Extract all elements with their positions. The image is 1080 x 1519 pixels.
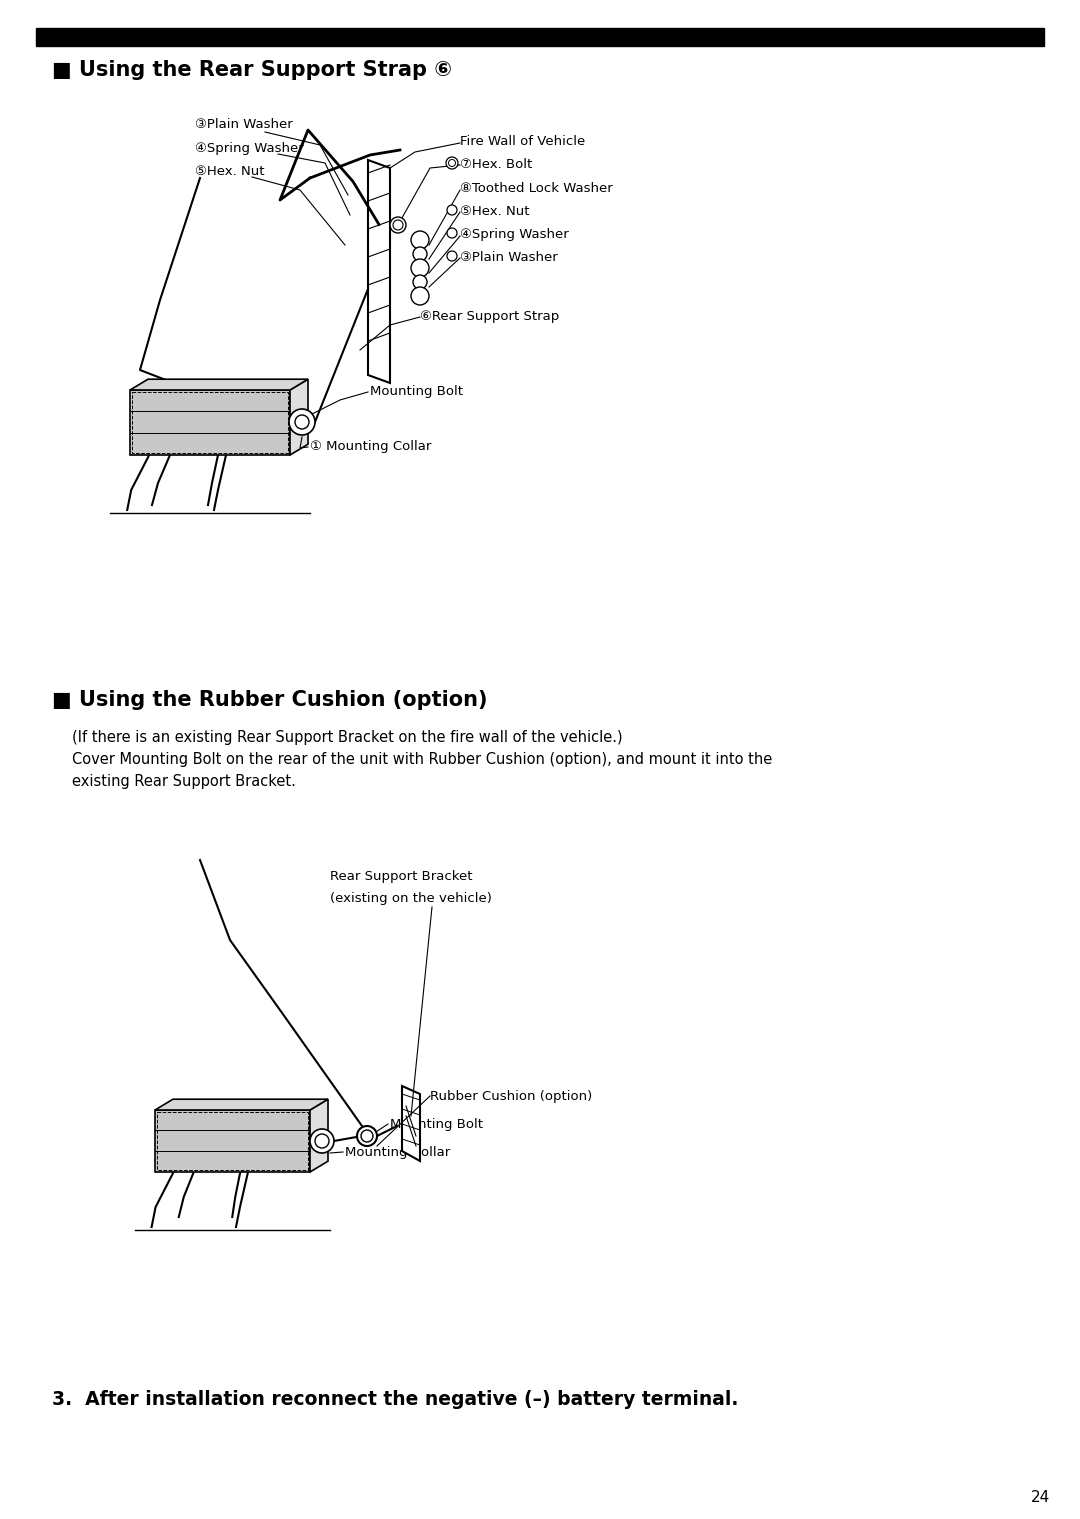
Circle shape	[447, 251, 457, 261]
Circle shape	[446, 156, 458, 169]
Text: existing Rear Support Bracket.: existing Rear Support Bracket.	[72, 775, 296, 788]
Text: ④Spring Washer: ④Spring Washer	[195, 141, 303, 155]
Text: Rubber Cushion (option): Rubber Cushion (option)	[430, 1091, 592, 1103]
Text: ⑧Toothed Lock Washer: ⑧Toothed Lock Washer	[460, 182, 612, 194]
Circle shape	[447, 228, 457, 238]
Text: ⑦Hex. Bolt: ⑦Hex. Bolt	[460, 158, 532, 172]
Circle shape	[393, 220, 403, 229]
Text: ④Spring Washer: ④Spring Washer	[460, 228, 569, 242]
Polygon shape	[402, 1086, 420, 1161]
Text: ③Plain Washer: ③Plain Washer	[195, 118, 293, 131]
Text: ■ Using the Rear Support Strap ⑥: ■ Using the Rear Support Strap ⑥	[52, 59, 451, 81]
Circle shape	[411, 287, 429, 305]
Circle shape	[448, 159, 456, 167]
Text: Mounting Bolt: Mounting Bolt	[390, 1118, 483, 1132]
Circle shape	[413, 248, 427, 261]
Text: ⑤Hex. Nut: ⑤Hex. Nut	[460, 205, 529, 219]
Circle shape	[289, 409, 315, 434]
Bar	[156, 1110, 310, 1173]
Circle shape	[361, 1130, 373, 1142]
Circle shape	[413, 275, 427, 289]
Circle shape	[411, 231, 429, 249]
Text: ⑥Rear Support Strap: ⑥Rear Support Strap	[420, 310, 559, 324]
Circle shape	[357, 1126, 377, 1145]
Text: ① Mounting Collar: ① Mounting Collar	[310, 441, 431, 453]
Circle shape	[411, 260, 429, 276]
Polygon shape	[156, 1100, 328, 1110]
Text: Rear Support Bracket: Rear Support Bracket	[330, 870, 473, 883]
Bar	[157, 1112, 308, 1170]
Bar	[36, 27, 1044, 46]
Text: 3.  After installation reconnect the negative (–) battery terminal.: 3. After installation reconnect the nega…	[52, 1390, 739, 1410]
Polygon shape	[291, 380, 308, 456]
Text: ⑤Hex. Nut: ⑤Hex. Nut	[195, 166, 265, 178]
Bar	[132, 392, 288, 453]
Text: ■ Using the Rubber Cushion (option): ■ Using the Rubber Cushion (option)	[52, 690, 487, 709]
Text: Mounting Bolt: Mounting Bolt	[370, 384, 463, 398]
Text: (existing on the vehicle): (existing on the vehicle)	[330, 892, 491, 905]
Circle shape	[310, 1129, 334, 1153]
Text: Cover Mounting Bolt on the rear of the unit with Rubber Cushion (option), and mo: Cover Mounting Bolt on the rear of the u…	[72, 752, 772, 767]
Polygon shape	[368, 159, 390, 383]
Polygon shape	[130, 380, 308, 390]
Circle shape	[447, 205, 457, 216]
Circle shape	[315, 1135, 329, 1148]
Text: ③Plain Washer: ③Plain Washer	[460, 251, 557, 264]
Text: 24: 24	[1030, 1490, 1050, 1505]
Text: Fire Wall of Vehicle: Fire Wall of Vehicle	[460, 135, 585, 147]
Circle shape	[390, 217, 406, 232]
Text: (If there is an existing Rear Support Bracket on the fire wall of the vehicle.): (If there is an existing Rear Support Br…	[72, 731, 623, 744]
Bar	[130, 390, 291, 456]
Polygon shape	[310, 1100, 328, 1173]
Circle shape	[295, 415, 309, 428]
Text: Mounting Collar: Mounting Collar	[345, 1145, 450, 1159]
